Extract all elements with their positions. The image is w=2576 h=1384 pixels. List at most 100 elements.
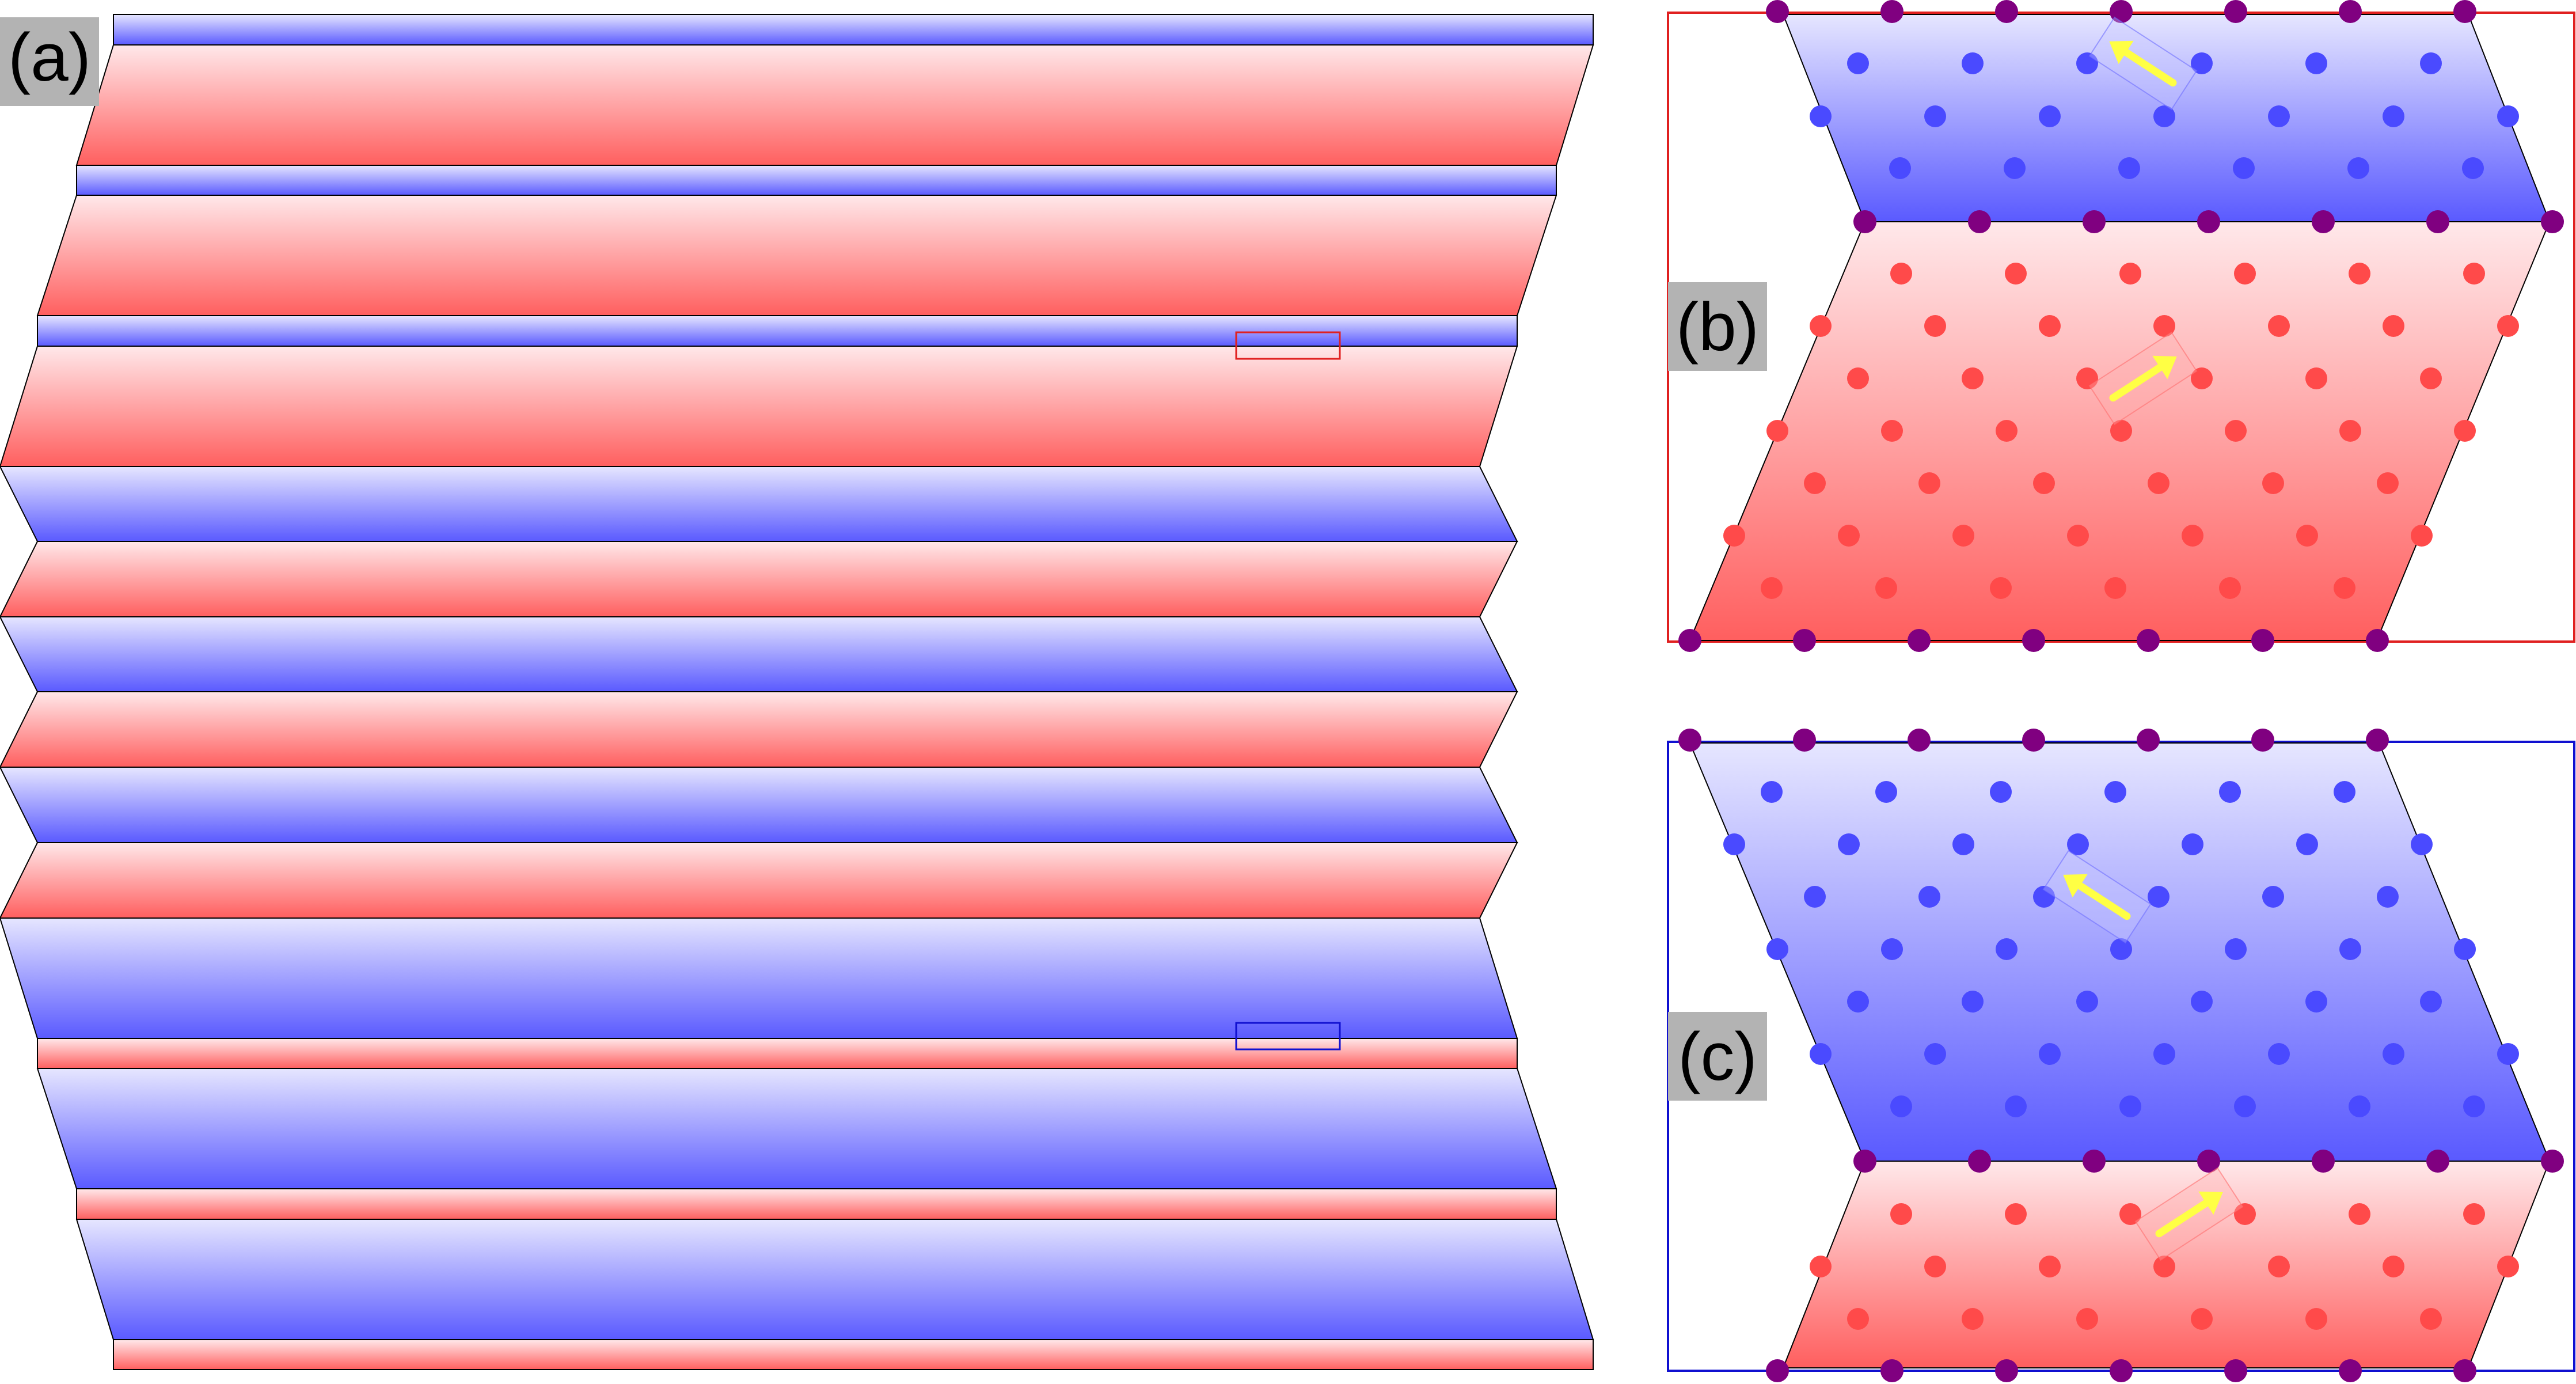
panel-c-label-text: (c) (1678, 1019, 1757, 1095)
lamella-blue-7 (0, 466, 1518, 542)
blue-atom (2347, 157, 2369, 179)
red-atom (1804, 472, 1826, 494)
blue-atom (2305, 991, 2327, 1013)
blue-atom (1723, 833, 1745, 855)
blue-atom (2067, 833, 2089, 855)
red-atom (1838, 525, 1860, 547)
blue-atom (2118, 157, 2140, 179)
blue-atom (2377, 886, 2399, 908)
lamella-red-18 (113, 1339, 1594, 1370)
red-atom (2033, 472, 2055, 494)
red-atom (1952, 525, 1974, 547)
blue-atom (2005, 1095, 2027, 1117)
red-atom (1761, 577, 1783, 599)
red-atom (2219, 577, 2241, 599)
blue-atom (1924, 105, 1946, 127)
red-atom (1890, 263, 1912, 285)
interface-atom (1880, 1359, 1903, 1382)
blue-atom (1847, 991, 1869, 1013)
interface-atom (1678, 629, 1701, 652)
interface-atom (1853, 1150, 1876, 1173)
red-atom (1890, 1203, 1912, 1225)
lamella-blue-17 (75, 1219, 1594, 1340)
interface-atom (2453, 0, 2476, 23)
interface-atom (2137, 629, 2160, 652)
red-atom (2039, 1256, 2061, 1277)
interface-atom (2312, 1150, 2335, 1173)
panel-b-atomic-structure (1678, 0, 2564, 652)
blue-atom (2349, 1095, 2370, 1117)
red-atom (2339, 420, 2361, 442)
red-atom (2039, 315, 2061, 337)
interface-atom (2366, 729, 2389, 752)
red-atom (1847, 1308, 1869, 1330)
panel-a-domain-stack (0, 14, 1594, 1370)
interface-atom (1908, 629, 1931, 652)
red-atom (1990, 577, 2012, 599)
red-atom (2305, 367, 2327, 389)
red-atom (1723, 525, 1745, 547)
interface-atom (1968, 1150, 1991, 1173)
blue-atom (2462, 157, 2484, 179)
blue-atom (1990, 781, 2012, 803)
zoom-box-red (1235, 331, 1341, 360)
blue-atom (2004, 157, 2026, 179)
blue-atom (2076, 991, 2098, 1013)
blue-atom (1804, 886, 1826, 908)
interface-atom (1793, 729, 1816, 752)
blue-atom (2110, 938, 2132, 960)
red-atom (2153, 1256, 2175, 1277)
interface-atom (2426, 210, 2449, 233)
red-atom (2296, 525, 2318, 547)
blue-atom (1881, 938, 1903, 960)
blue-atom (1996, 938, 2018, 960)
interface-atom (2197, 210, 2220, 233)
orientation-arrow (2155, 1191, 2223, 1238)
red-atom (1962, 367, 1984, 389)
blue-atom (2383, 105, 2404, 127)
red-atom (2305, 1308, 2327, 1330)
interface-atom (1995, 0, 2018, 23)
blue-atom (1761, 781, 1783, 803)
red-atom (2497, 1256, 2519, 1277)
blue-atom (2148, 886, 2170, 908)
red-atom (2383, 1256, 2404, 1277)
interface-atom (2224, 0, 2247, 23)
red-atom (2463, 263, 2485, 285)
red-atom (2191, 367, 2213, 389)
interface-atom (2453, 1359, 2476, 1382)
interface-atom (2426, 1150, 2449, 1173)
blue-atom (1952, 833, 1974, 855)
panel-b-label: (b) (1668, 282, 1767, 371)
blue-atom (2104, 781, 2126, 803)
zoom-box-blue (1235, 1022, 1341, 1051)
blue-atom (1962, 52, 1984, 74)
interface-atom (1995, 1359, 2018, 1382)
blue-atom (2039, 105, 2061, 127)
interface-atom (2022, 729, 2045, 752)
red-atom (2411, 525, 2433, 547)
blue-atom (2411, 833, 2433, 855)
blue-atom (2268, 105, 2290, 127)
panel-c-atomic-structure (1678, 729, 2564, 1382)
orientation-arrow (2063, 874, 2131, 920)
blue-atom (1875, 781, 1897, 803)
interface-atom (2197, 1150, 2220, 1173)
interface-atom (2541, 1150, 2564, 1173)
red-atom (2349, 1203, 2370, 1225)
interface-atom (2251, 629, 2274, 652)
blue-atom (2153, 1043, 2175, 1065)
red-atom (2153, 315, 2175, 337)
red-atom (2420, 1308, 2442, 1330)
blue-atom (2033, 886, 2055, 908)
red-atom (1962, 1308, 1984, 1330)
interface-atom (1766, 1359, 1789, 1382)
red-atom (1881, 420, 1903, 442)
interface-atom (2022, 629, 2045, 652)
red-atom (2268, 315, 2290, 337)
red-atom (2420, 367, 2442, 389)
panel-a-label-text: (a) (8, 20, 91, 96)
blue-atom (2339, 938, 2361, 960)
blue-atom (2233, 157, 2255, 179)
